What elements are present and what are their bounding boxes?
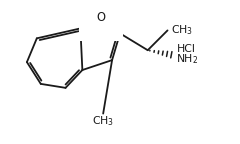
Text: NH$_2$: NH$_2$ xyxy=(176,52,198,66)
Text: O: O xyxy=(97,11,106,24)
Text: CH$_3$: CH$_3$ xyxy=(170,23,193,37)
Text: CH$_3$: CH$_3$ xyxy=(92,115,114,128)
Text: HCl: HCl xyxy=(176,44,195,54)
